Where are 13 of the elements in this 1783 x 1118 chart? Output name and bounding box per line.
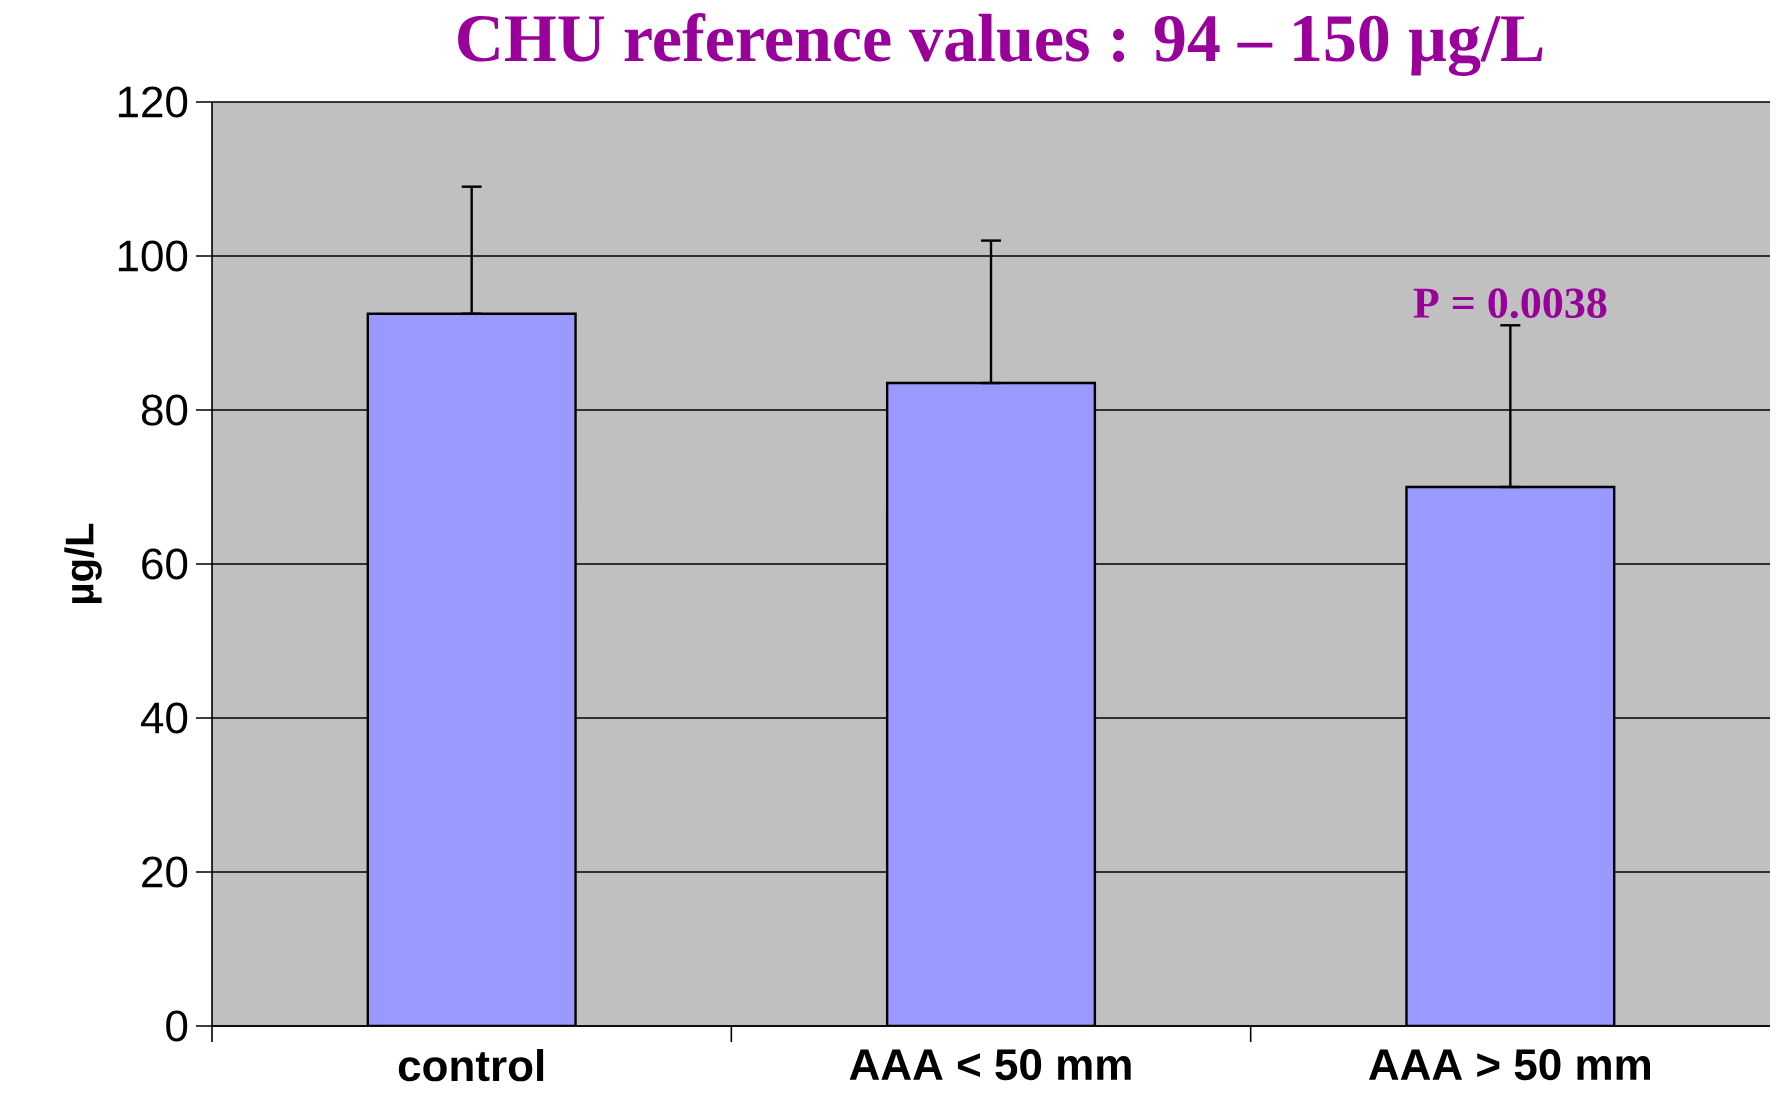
x-tick-label: AAA > 50 mm [1369,1049,1650,1081]
y-tick-label: 60 [142,548,188,580]
y-tick-label: 80 [141,394,188,426]
x-tick-label: AAA < 50 mm [849,1049,1131,1081]
y-tick-label: 40 [141,702,188,734]
y-tick-label: 100 [118,240,188,272]
y-axis-title: µg/L [64,523,102,603]
y-tick-label: 20 [142,856,188,888]
annotation: P = 0.0038 [1413,288,1607,319]
y-tick-label: 0 [166,1010,188,1042]
chart-title: CHU reference values : 94 – 150 µg/L [458,13,1543,76]
y-tick-label: 120 [118,86,188,118]
x-tick-label: control [398,1049,544,1082]
